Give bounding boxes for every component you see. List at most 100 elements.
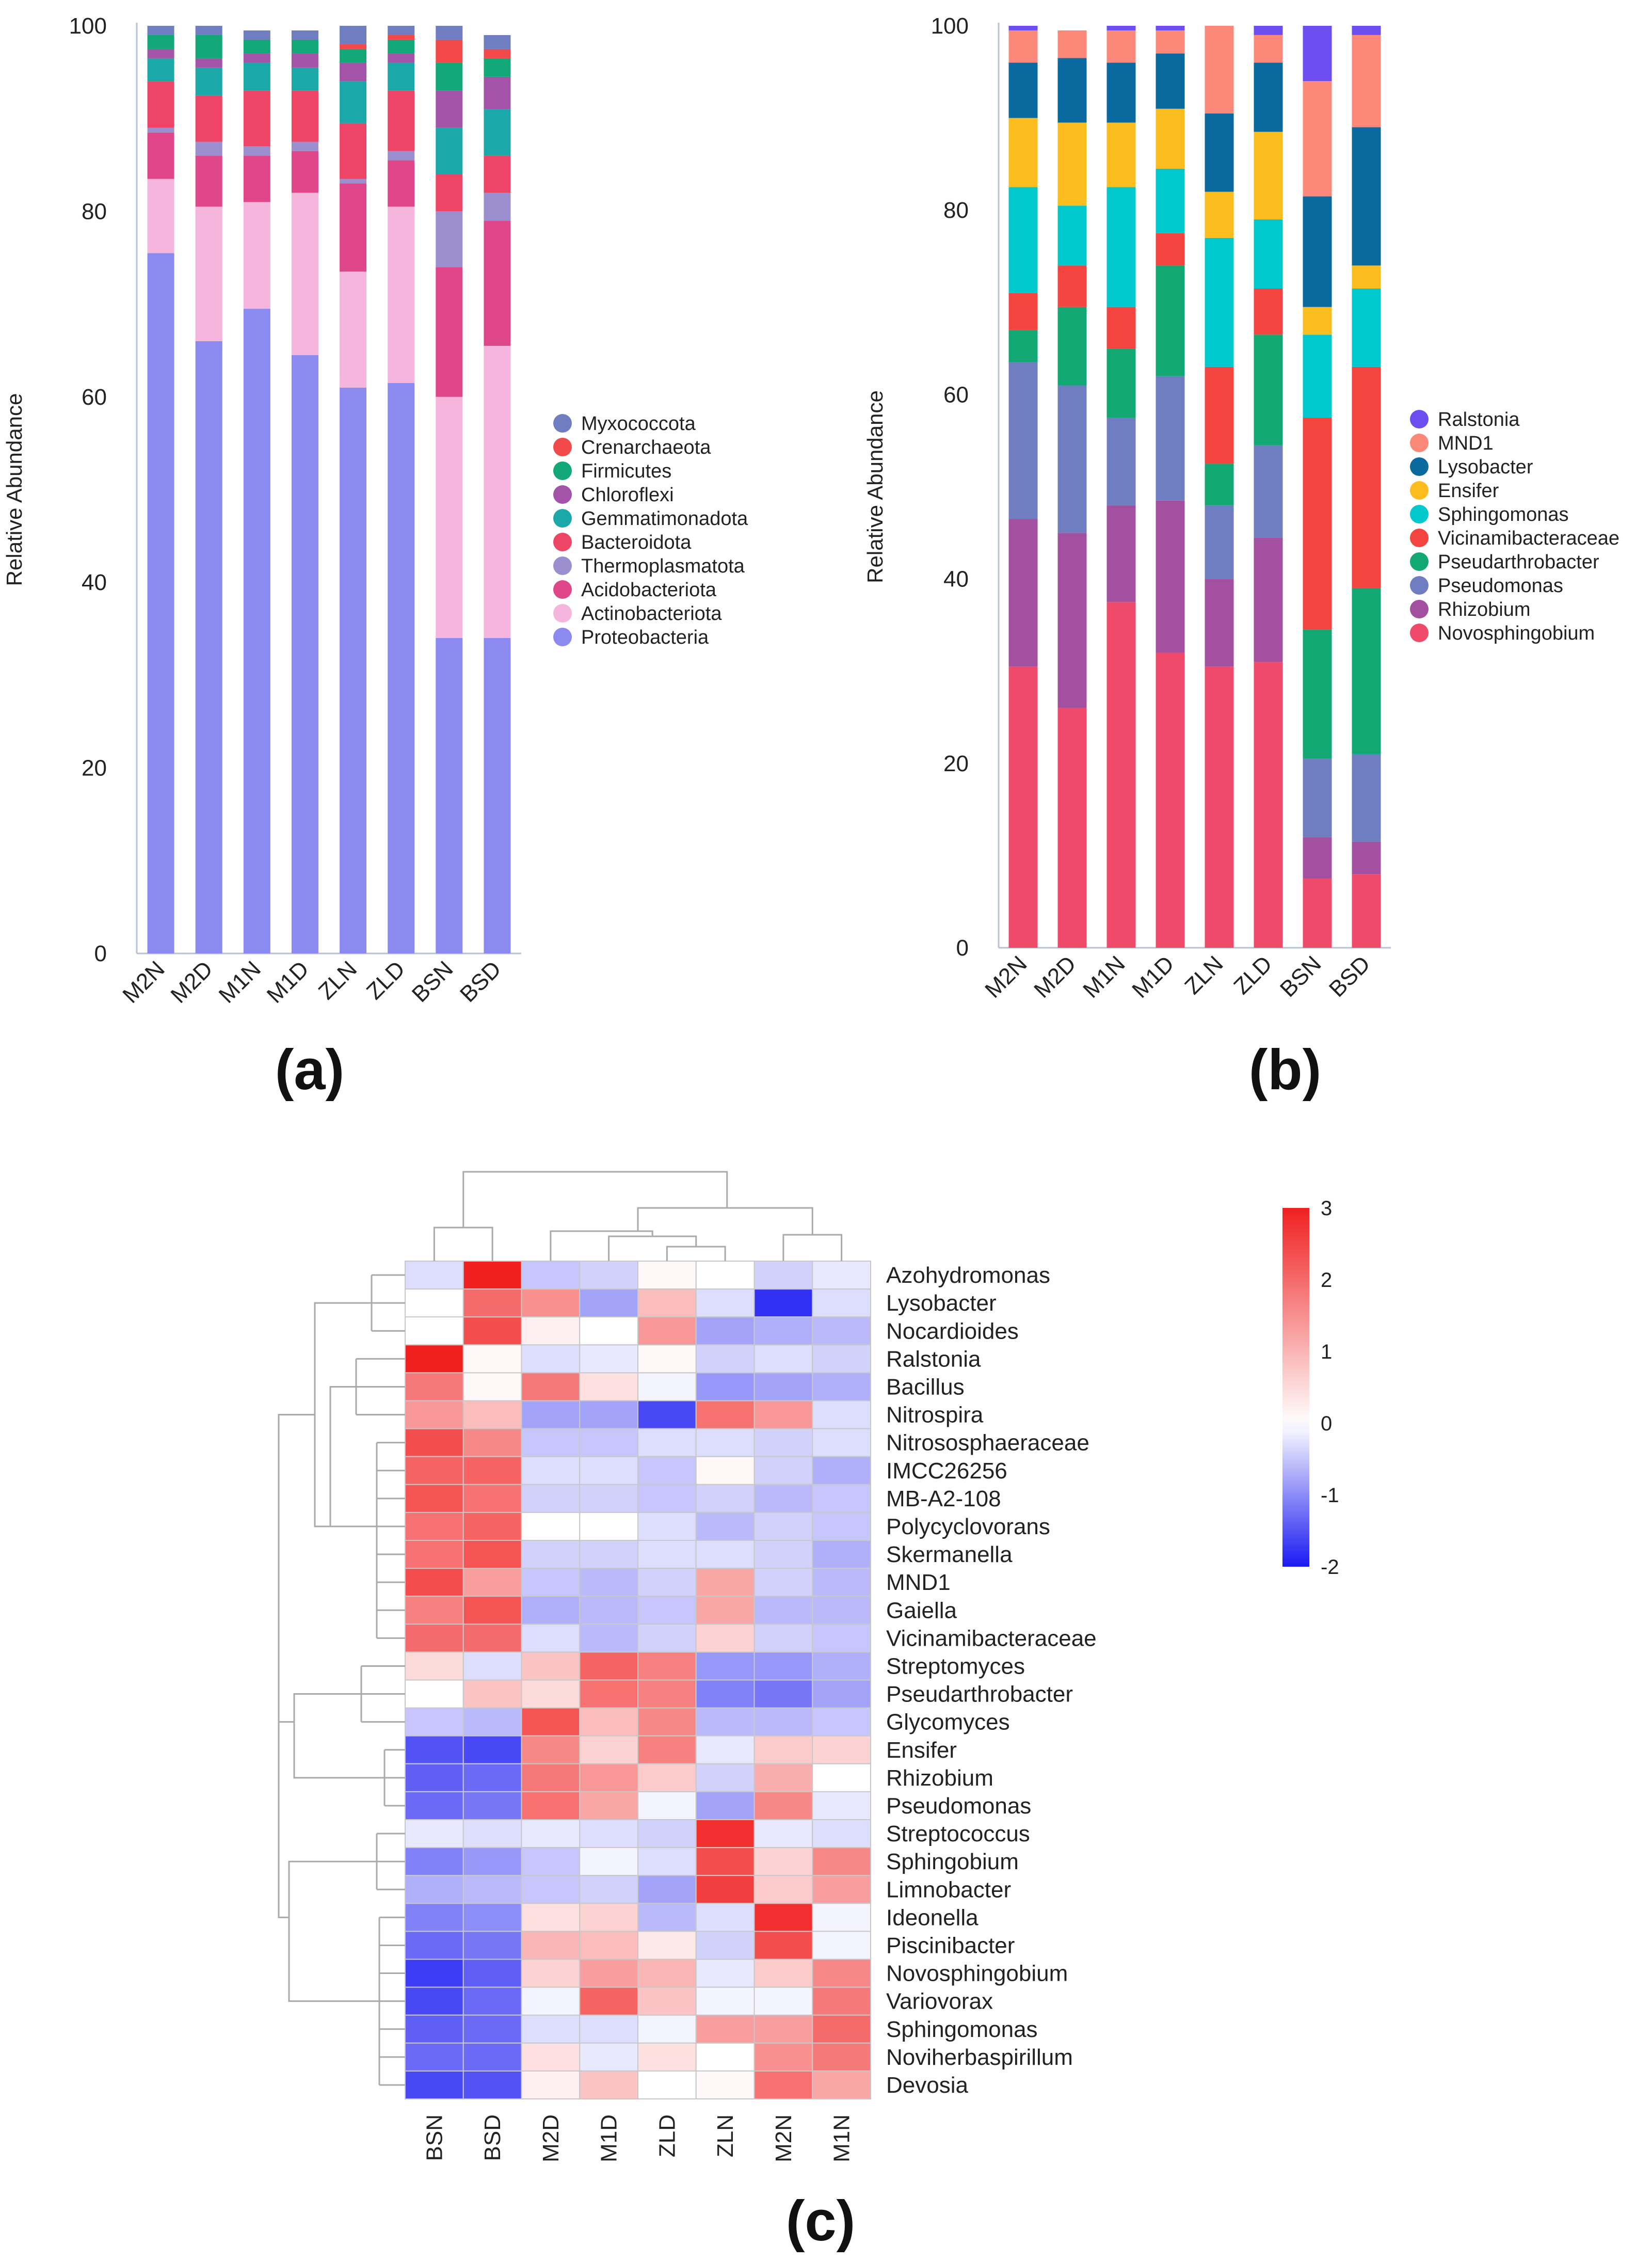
y-tick-label: 60	[82, 385, 107, 410]
heatmap-cell	[521, 1484, 581, 1513]
x-tick-label: M2D	[1029, 951, 1081, 1002]
bar-segment-gemmatimonadota	[195, 67, 222, 95]
bar-segment-chloroflexi	[436, 90, 463, 128]
heatmap-cell	[405, 1735, 464, 1764]
heatmap-cell	[812, 1707, 871, 1737]
bar-segment-bacteroidota	[436, 174, 463, 212]
heatmap-column-label: M2N	[771, 2114, 796, 2162]
heatmap-cell	[462, 1428, 522, 1457]
x-tick-label: ZLN	[1180, 951, 1228, 999]
heatmap-cell	[637, 1819, 697, 1849]
heatmap-column-label: M1N	[829, 2114, 855, 2162]
bar-segment-mnd1	[1106, 30, 1136, 63]
bar-segment-vicinamibacteraceae	[1205, 367, 1234, 464]
heatmap-cell	[695, 1261, 755, 1290]
bar-segment-gemmatimonadota	[436, 128, 463, 174]
heatmap-cell	[521, 1568, 581, 1597]
heatmap-cell	[521, 1986, 581, 2016]
bar-segment-pseudarthrobacter	[1008, 330, 1038, 362]
bar-segment-mnd1	[1352, 35, 1381, 128]
heatmap-cell	[695, 1511, 755, 1541]
heatmap-cell	[812, 1875, 871, 1904]
heatmap-cell	[753, 1847, 813, 1876]
heatmap-cell	[579, 1261, 638, 1290]
heatmap-row-label: Azohydromonas	[886, 1263, 1050, 1288]
heatmap-cell	[405, 1344, 464, 1374]
bar-segment-thermoplasmatota	[243, 146, 270, 156]
heatmap-cell	[405, 2042, 464, 2072]
legend-swatch	[1410, 434, 1429, 452]
heatmap-cell	[462, 1288, 522, 1318]
heatmap-cell	[695, 1847, 755, 1876]
x-tick-label: M1N	[214, 956, 266, 1008]
legend-swatch	[553, 533, 572, 551]
heatmap-cell	[579, 1707, 638, 1737]
bar-segment-ensifer	[1254, 132, 1283, 220]
heatmap-cell	[812, 2042, 871, 2072]
heatmap-cell	[753, 1372, 813, 1402]
heatmap-cell	[812, 1261, 871, 1290]
bar-segment-proteobacteria	[484, 638, 511, 953]
bar-segment-mnd1	[1057, 30, 1087, 58]
heatmap-cell	[695, 1372, 755, 1402]
bar-segment-thermoplasmatota	[291, 141, 318, 151]
legend-swatch	[1410, 505, 1429, 523]
heatmap-cell	[579, 1511, 638, 1541]
heatmap-cell	[753, 1511, 813, 1541]
bar-segment-ralstonia	[1008, 26, 1038, 30]
heatmap-cell	[521, 1959, 581, 1988]
bar-segment-acidobacteriota	[484, 220, 511, 346]
heatmap-cell	[521, 1400, 581, 1429]
bar-segment-bacteroidota	[243, 90, 270, 147]
bar-segment-mnd1	[1156, 30, 1185, 54]
heatmap-cell	[405, 1484, 464, 1513]
bar-segment-proteobacteria	[291, 355, 318, 953]
heatmap-cell	[405, 1400, 464, 1429]
heatmap-cell	[521, 2070, 581, 2099]
bar-segment-chloroflexi	[195, 58, 222, 68]
bar-segment-chloroflexi	[291, 53, 318, 68]
x-tick-label: ZLD	[362, 956, 410, 1004]
heatmap-cell	[637, 1903, 697, 1932]
heatmap-cell	[579, 2070, 638, 2099]
bar-segment-pseudarthrobacter	[1205, 464, 1234, 505]
bar-segment-bacteroidota	[291, 90, 318, 142]
bar-segment-myxococcota	[388, 26, 415, 35]
legend-label: Thermoplasmatota	[581, 555, 745, 577]
heatmap-cell	[637, 1623, 697, 1653]
colorbar-tick-label: -1	[1321, 1484, 1339, 1507]
bar-segment-rhizobium	[1008, 519, 1038, 667]
heatmap-cell	[579, 1623, 638, 1653]
bar-segment-proteobacteria	[147, 253, 174, 953]
legend-label: Ensifer	[1438, 480, 1499, 502]
bar-segment-thermoplasmatota	[340, 179, 367, 184]
heatmap-row-label: Skermanella	[886, 1542, 1013, 1567]
heatmap-cell	[695, 1316, 755, 1346]
heatmap-cell	[753, 1623, 813, 1653]
heatmap-cell	[521, 1344, 581, 1374]
legend-swatch	[553, 485, 572, 504]
bar-segment-chloroflexi	[388, 53, 415, 63]
bar-segment-bacteroidota	[340, 123, 367, 179]
bar-segment-thermoplasmatota	[436, 211, 463, 267]
bar-segment-lysobacter	[1057, 58, 1087, 123]
heatmap-cell	[405, 2070, 464, 2099]
bar-segment-actinobacteriota	[147, 179, 174, 253]
panel-c-heatmap: Azohydromonas LysobacterNocardioidesRalst…	[278, 1171, 1339, 2253]
heatmap-cell	[753, 1875, 813, 1904]
bar-segment-ensifer	[1205, 192, 1234, 238]
heatmap-cell	[579, 1484, 638, 1513]
bar-segment-rhizobium	[1254, 537, 1283, 662]
bar-segment-ensifer	[1156, 108, 1185, 169]
heatmap-cell	[753, 2070, 813, 2099]
heatmap-row-label: Nocardioides	[886, 1318, 1019, 1344]
bar-segment-thermoplasmatota	[147, 128, 174, 133]
heatmap-cell	[753, 1316, 813, 1346]
legend-label: Rhizobium	[1438, 599, 1531, 620]
bar-segment-pseudomonas	[1106, 418, 1136, 505]
heatmap-column-label: ZLN	[713, 2114, 738, 2157]
bar-segment-pseudarthrobacter	[1254, 335, 1283, 445]
heatmap-row-label: Devosia	[886, 2073, 968, 2098]
